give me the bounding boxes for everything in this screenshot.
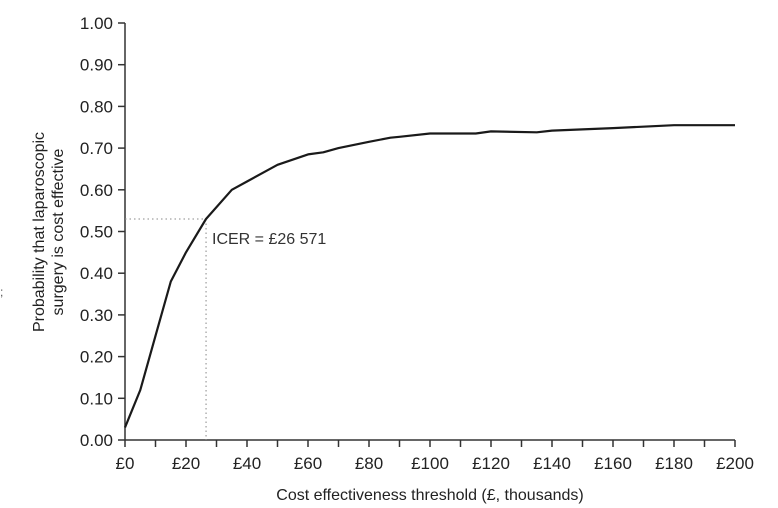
y-axis: 0.00 0.10 0.20 0.30 0.40 0.50 0.60 0.70 0.80 0.90… [80, 14, 126, 450]
x-tick-label: £100 [411, 454, 449, 473]
x-tick-label: £180 [655, 454, 693, 473]
y-tick-label: 0.20 [80, 348, 113, 367]
y-axis-title-line1: Probability that laparoscopic [31, 132, 48, 332]
x-tick-label: £40 [233, 454, 261, 473]
x-tick-label: £160 [594, 454, 632, 473]
y-tick-label: 0.10 [80, 389, 113, 408]
x-axis-title: Cost effectiveness threshold (£, thousan… [276, 487, 583, 504]
y-tick-label: 0.00 [80, 431, 113, 450]
icer-annotation: ICER = £26 571 [212, 231, 326, 248]
y-tick-label: 0.80 [80, 97, 113, 116]
x-axis: £0 £20 £40 £60 £80 £100 £120 £140 £160 £180 £200 [116, 439, 754, 473]
x-tick-label: £140 [533, 454, 571, 473]
x-tick-label: £80 [355, 454, 383, 473]
x-tick-label: £200 [716, 454, 754, 473]
y-axis-title-line2: surgery is cost effective [50, 148, 67, 315]
y-tick-label: 0.70 [80, 139, 113, 158]
edge-artifact: ; [0, 285, 3, 299]
x-tick-label: £120 [472, 454, 510, 473]
x-tick-label: £0 [116, 454, 135, 473]
x-tick-label: £60 [294, 454, 322, 473]
y-tick-label: 0.90 [80, 56, 113, 75]
y-tick-label: 1.00 [80, 14, 113, 33]
y-tick-label: 0.50 [80, 223, 113, 242]
y-axis-title: Probability that laparoscopic surgery is… [31, 132, 67, 332]
y-tick-label: 0.40 [80, 264, 113, 283]
y-tick-label: 0.60 [80, 181, 113, 200]
x-tick-label: £20 [172, 454, 200, 473]
acceptability-curve [123, 124, 735, 428]
icer-reference-lines [125, 218, 207, 440]
y-tick-label: 0.30 [80, 306, 113, 325]
